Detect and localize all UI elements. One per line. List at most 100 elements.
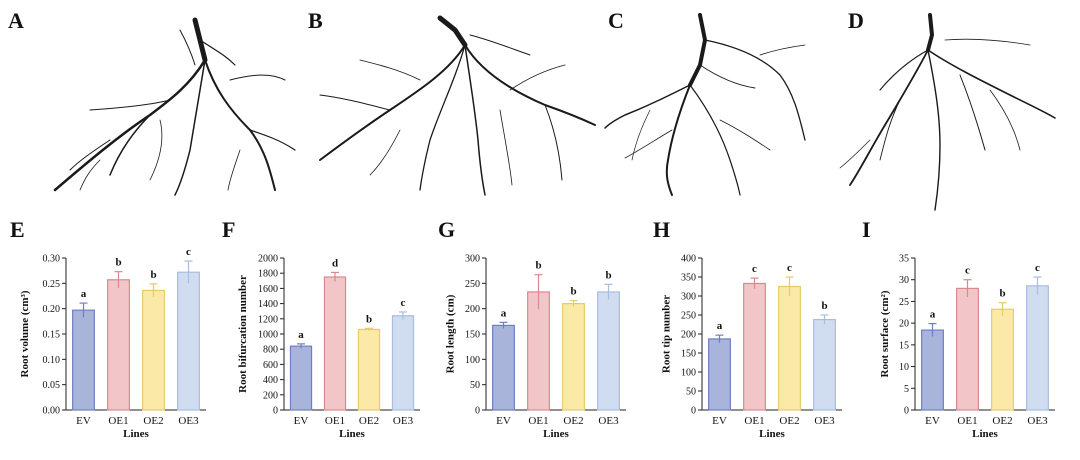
y-tick-label: 0.15 [43, 330, 61, 341]
significance-label: a [717, 320, 723, 332]
y-tick-label: 400 [263, 375, 278, 386]
bar-oe3 [597, 291, 620, 411]
y-tick-label: 2000 [258, 254, 278, 265]
panel-letter: F [222, 217, 235, 242]
x-category-label: OE3 [814, 415, 835, 427]
chart-panel-f: F 0 200 400 600 800 1000 1200 1400 1600 1800 2000 Ro… [222, 217, 420, 440]
x-category-label: EV [712, 415, 727, 427]
y-tick-label: 350 [681, 273, 696, 284]
bar-oe1 [107, 279, 130, 411]
bar-ev [72, 309, 95, 411]
root-image-a [53, 17, 296, 196]
y-axis-title: Root tip number [661, 295, 673, 373]
y-tick-label: 1000 [258, 330, 278, 341]
bar-charts: E 0.00 0.05 0.10 0.15 0.20 0.25 0.30 Root volume… [10, 217, 1055, 440]
chart-panel-i: I 0 5 10 15 20 25 30 35 Root surface (cm²) a EV c OE1… [862, 217, 1055, 440]
panel-letter-a: A [8, 8, 24, 33]
y-tick-label: 10 [899, 362, 909, 373]
bar-oe3 [177, 271, 200, 411]
y-axis-title: Root bifurcation number [237, 275, 249, 393]
bar-oe2 [357, 328, 381, 411]
y-tick-label: 0.30 [43, 254, 61, 265]
significance-label: a [298, 329, 304, 341]
significance-label: b [535, 260, 541, 272]
significance-label: b [366, 313, 372, 325]
y-tick-label: 0 [475, 406, 480, 417]
y-tick-label: 20 [899, 319, 909, 330]
bar-ev [708, 338, 731, 411]
x-category-label: OE2 [779, 415, 799, 427]
significance-label: c [965, 265, 970, 277]
significance-label: d [332, 257, 338, 269]
bar-ev [289, 345, 313, 411]
root-image-panel-b: B [308, 8, 596, 196]
y-tick-label: 25 [899, 297, 909, 308]
y-tick-label: 300 [465, 254, 480, 265]
y-tick-label: 15 [899, 340, 909, 351]
bar-oe3 [1026, 285, 1049, 411]
bar-oe3 [813, 318, 836, 411]
root-image-b [319, 15, 596, 196]
bar-oe1 [527, 291, 550, 411]
x-category-label: OE1 [528, 415, 548, 427]
chart-panel-e: E 0.00 0.05 0.10 0.15 0.20 0.25 0.30 Root volume… [10, 217, 206, 440]
x-axis-title: Lines [543, 428, 569, 440]
y-tick-label: 1600 [258, 284, 278, 295]
y-tick-label: 400 [681, 254, 696, 265]
y-tick-label: 0 [904, 406, 909, 417]
significance-label: b [115, 257, 121, 269]
y-tick-label: 0.10 [43, 355, 61, 366]
y-tick-label: 100 [681, 368, 696, 379]
x-category-label: OE3 [598, 415, 619, 427]
x-category-label: OE2 [992, 415, 1012, 427]
chart-panel-h: H 0 50 100 150 200 250 300 350 400 Root tip number… [653, 217, 842, 440]
panel-letter-d: D [848, 8, 864, 33]
root-image-panel-a: A [8, 8, 296, 196]
y-tick-label: 0.25 [43, 279, 61, 290]
x-category-label: EV [925, 415, 940, 427]
x-category-label: EV [294, 415, 309, 427]
root-image-c [604, 13, 806, 196]
x-axis-title: Lines [339, 428, 365, 440]
y-tick-label: 50 [470, 380, 480, 391]
panel-letter-b: B [308, 8, 323, 33]
significance-label: c [401, 297, 406, 309]
y-axis-title: Root length (cm) [445, 294, 457, 373]
panel-letter: G [438, 217, 455, 242]
bar-oe1 [323, 276, 347, 411]
x-category-label: OE1 [957, 415, 977, 427]
significance-label: c [752, 263, 757, 275]
significance-label: a [501, 307, 507, 319]
y-axis-title: Root surface (cm²) [879, 290, 891, 377]
significance-label: b [999, 288, 1005, 300]
bar-oe2 [778, 285, 801, 411]
x-axis-title: Lines [123, 428, 149, 440]
panel-letter-c: C [608, 8, 624, 33]
x-axis-title: Lines [759, 428, 785, 440]
root-image-panel-d: D [839, 8, 1056, 211]
y-tick-label: 200 [465, 304, 480, 315]
bar-oe2 [142, 289, 165, 411]
significance-label: b [570, 286, 576, 298]
bar-ev [921, 329, 944, 411]
y-tick-label: 150 [681, 349, 696, 360]
root-image-d [839, 13, 1056, 211]
y-tick-label: 1800 [258, 269, 278, 280]
y-tick-label: 200 [263, 390, 278, 401]
y-tick-label: 250 [681, 311, 696, 322]
x-category-label: OE1 [108, 415, 128, 427]
x-category-label: OE3 [1027, 415, 1048, 427]
y-tick-label: 100 [465, 355, 480, 366]
y-tick-label: 0 [273, 406, 278, 417]
y-tick-label: 200 [681, 330, 696, 341]
root-image-panel-c: C [604, 8, 806, 196]
significance-label: c [787, 262, 792, 274]
panel-letter: E [10, 217, 25, 242]
y-tick-label: 0 [691, 406, 696, 417]
significance-label: c [1035, 262, 1040, 274]
x-axis-title: Lines [972, 428, 998, 440]
x-category-label: OE3 [393, 415, 414, 427]
y-tick-label: 35 [899, 254, 909, 265]
panel-letter: H [653, 217, 670, 242]
significance-label: b [150, 269, 156, 281]
